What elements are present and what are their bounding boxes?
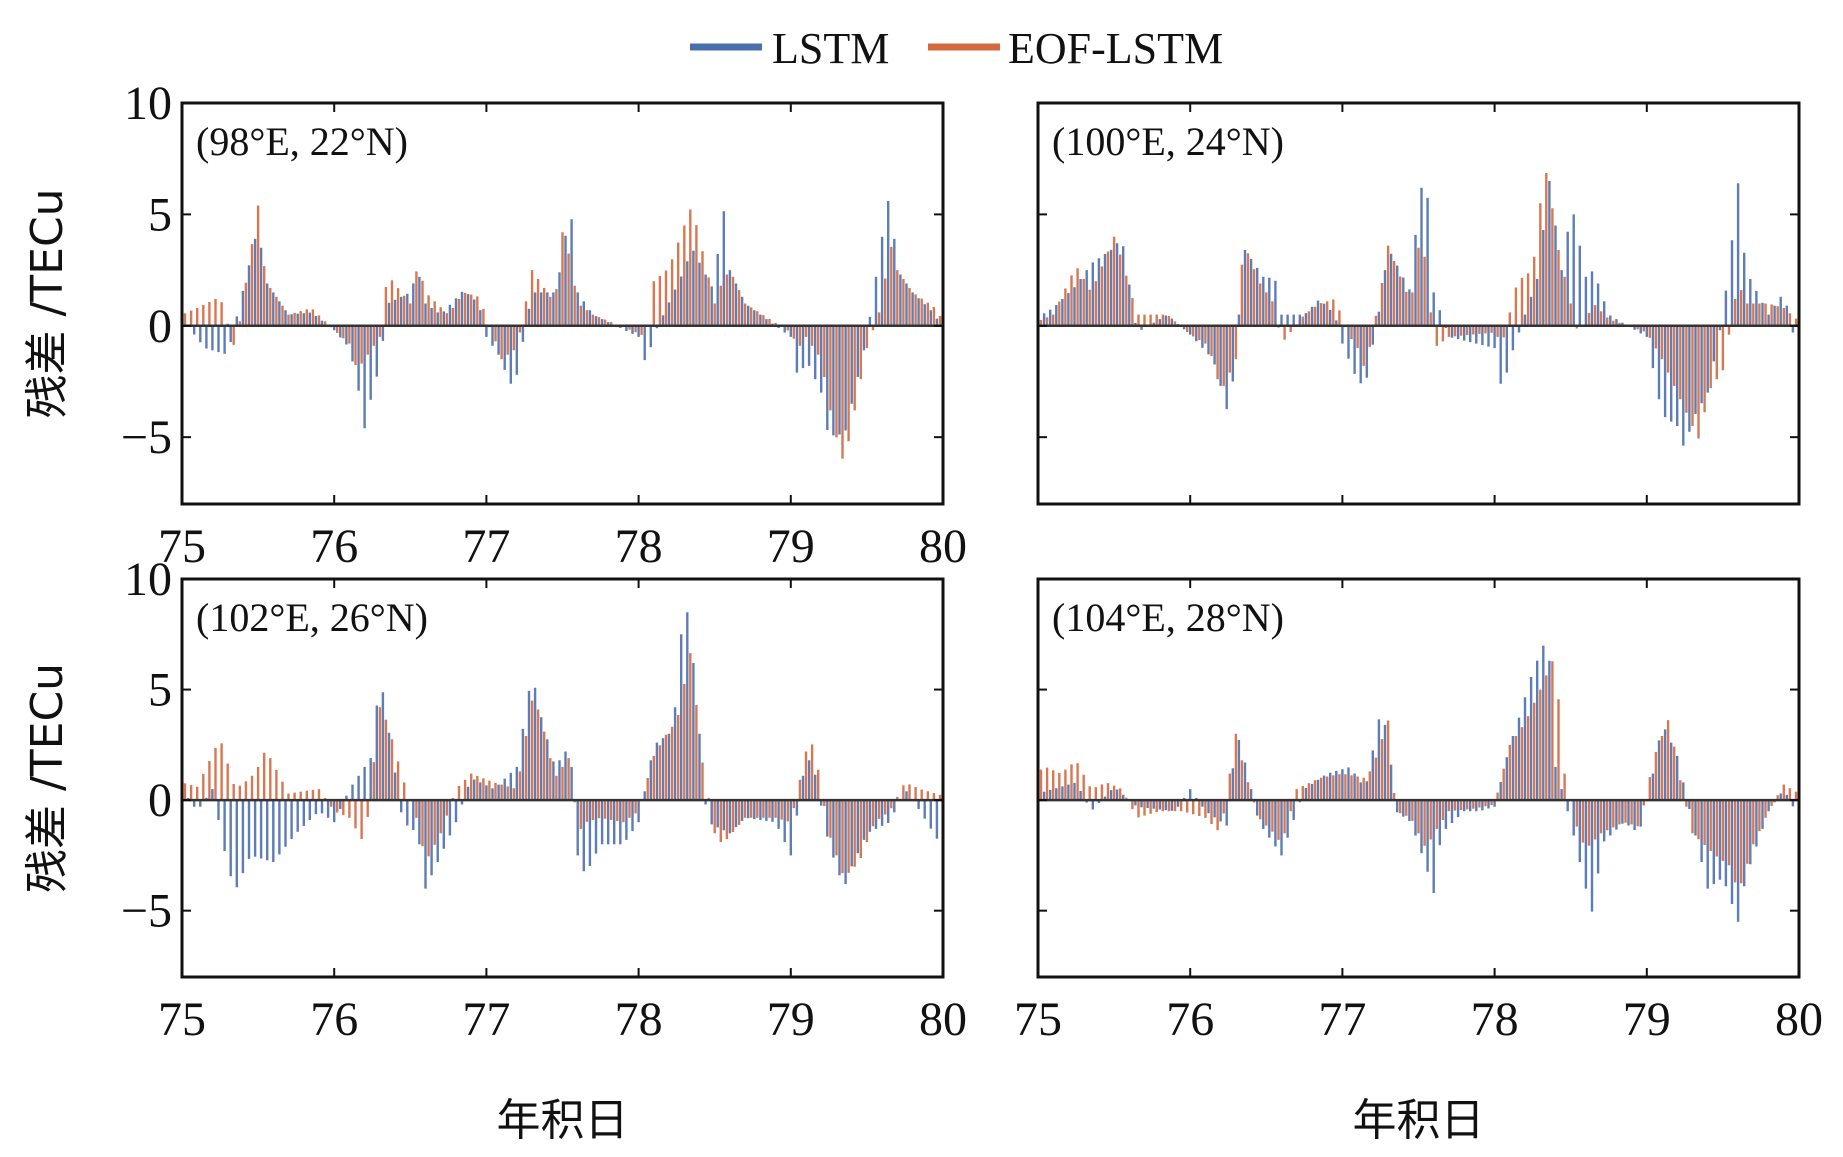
x-tick-label: 76 bbox=[310, 520, 358, 573]
x-axis-title: 年积日 bbox=[497, 1095, 629, 1146]
y-axis-title: 残差 /TECu bbox=[22, 663, 73, 893]
y-tick-label: 0 bbox=[148, 300, 172, 353]
y-tick-label: 10 bbox=[124, 77, 172, 130]
y-tick-label: 5 bbox=[148, 664, 172, 717]
x-tick-label: 78 bbox=[615, 520, 663, 573]
panel-label: (100°E, 24°N) bbox=[1052, 119, 1284, 164]
x-axis-title: 年积日 bbox=[1353, 1095, 1485, 1146]
panel-label: (102°E, 26°N) bbox=[196, 595, 428, 640]
x-tick-label: 77 bbox=[462, 993, 510, 1046]
y-axis-title: 残差 /TECu bbox=[22, 188, 73, 418]
panel-4: 75 76 77 78 79 80 (104°E, 28°N) 年积日 bbox=[1014, 577, 1823, 1146]
y-tick-label: −5 bbox=[121, 885, 172, 938]
chart-panels: 10 5 0 −5 75 76 77 78 79 80 (98°E, 22°N) 残差 /TECu (1… bbox=[22, 77, 1823, 1146]
panel-label: (104°E, 28°N) bbox=[1052, 595, 1284, 640]
panel-3: 10 5 0 −5 75 76 77 78 79 80 (102°E, 26°N) 残差 /TECu 年… bbox=[22, 553, 967, 1146]
x-tick-label: 78 bbox=[1471, 993, 1519, 1046]
legend-label-lstm: LSTM bbox=[772, 24, 889, 73]
y-tick-label: 0 bbox=[148, 774, 172, 827]
x-tick-label: 79 bbox=[767, 520, 815, 573]
x-tick-label: 75 bbox=[158, 993, 206, 1046]
legend-label-eof-lstm: EOF-LSTM bbox=[1008, 24, 1223, 73]
x-tick-label: 80 bbox=[919, 520, 967, 573]
bars-panel-3 bbox=[180, 612, 942, 889]
legend: LSTM EOF-LSTM bbox=[690, 24, 1223, 73]
bars-panel-4 bbox=[1036, 645, 1798, 922]
y-tick-label: 10 bbox=[124, 553, 172, 606]
x-tick-label: 77 bbox=[1318, 993, 1366, 1046]
y-tick-label: −5 bbox=[121, 411, 172, 464]
bars-panel-1 bbox=[180, 201, 942, 459]
x-tick-label: 78 bbox=[615, 993, 663, 1046]
x-tick-label: 76 bbox=[310, 993, 358, 1046]
plot-frame bbox=[180, 101, 945, 506]
panel-2: (100°E, 24°N) bbox=[1036, 101, 1801, 506]
plot-frame bbox=[180, 577, 945, 979]
x-tick-label: 79 bbox=[767, 993, 815, 1046]
x-tick-label: 80 bbox=[1775, 993, 1823, 1046]
x-tick-label: 80 bbox=[919, 993, 967, 1046]
panel-1: 10 5 0 −5 75 76 77 78 79 80 (98°E, 22°N) 残差 /TECu bbox=[22, 77, 967, 573]
x-tick-label: 79 bbox=[1623, 993, 1671, 1046]
x-tick-label: 76 bbox=[1166, 993, 1214, 1046]
x-tick-label: 75 bbox=[1014, 993, 1062, 1046]
plot-frame bbox=[1036, 101, 1801, 506]
x-tick-label: 75 bbox=[158, 520, 206, 573]
x-tick-label: 77 bbox=[462, 520, 510, 573]
plot-frame bbox=[1036, 577, 1801, 979]
panel-label: (98°E, 22°N) bbox=[196, 119, 408, 164]
y-tick-label: 5 bbox=[148, 188, 172, 241]
bars-panel-2 bbox=[1036, 173, 1798, 446]
